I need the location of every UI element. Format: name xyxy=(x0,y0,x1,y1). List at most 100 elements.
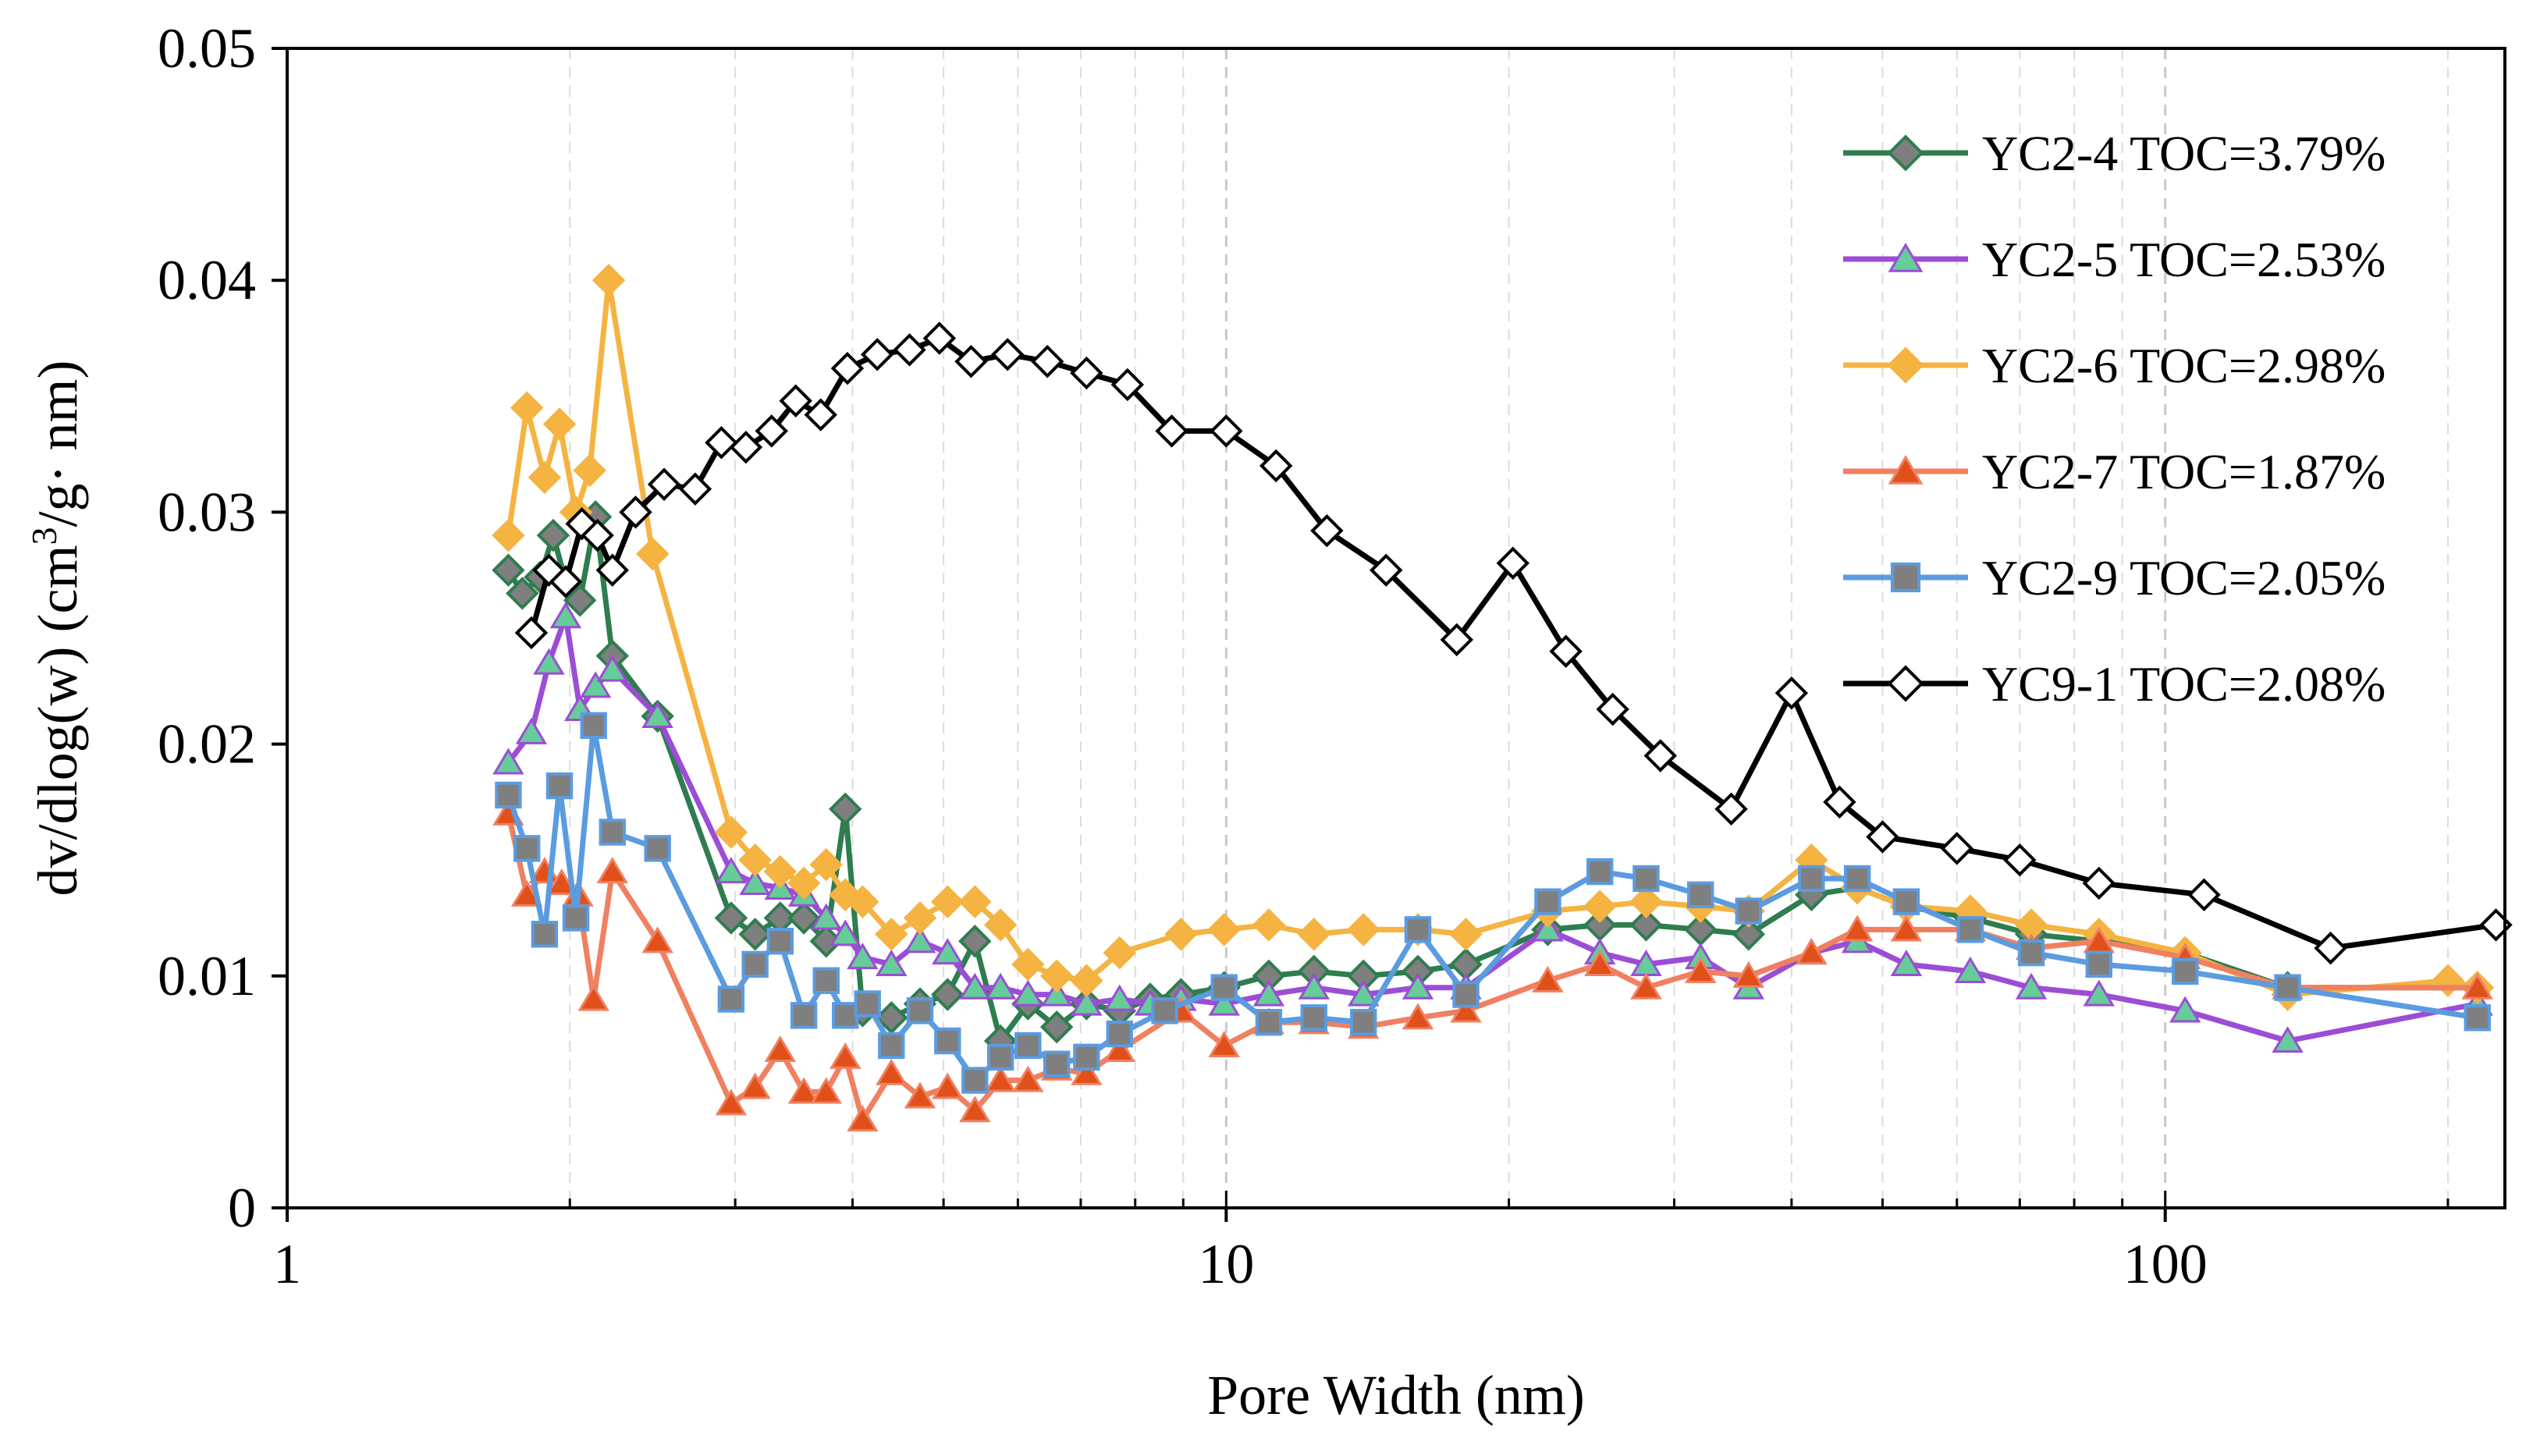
legend-marker xyxy=(1887,665,1924,702)
legend-label: YC2-4 TOC=3.79% xyxy=(1982,126,2386,181)
data-point xyxy=(787,1077,820,1104)
y-axis-title-part: /g· nm) xyxy=(27,360,89,527)
data-point xyxy=(715,857,748,884)
data-point xyxy=(1496,546,1530,581)
data-point xyxy=(763,854,798,889)
data-point xyxy=(984,1065,1017,1092)
data-point xyxy=(1252,979,1285,1007)
data-point xyxy=(1890,914,1923,942)
data-point xyxy=(1151,997,1178,1025)
data-point xyxy=(545,868,577,896)
x-tick-label: 10 xyxy=(1198,1233,1254,1295)
data-point xyxy=(492,748,524,775)
data-point xyxy=(1346,913,1380,946)
data-point xyxy=(1532,914,1564,942)
data-point xyxy=(531,921,559,948)
data-point xyxy=(506,577,539,610)
y-tick-label: 0.04 xyxy=(158,249,256,311)
data-point xyxy=(579,671,612,698)
legend-item: YC9-1 TOC=2.08% xyxy=(1843,656,2386,712)
data-point xyxy=(755,414,789,448)
data-point xyxy=(678,472,712,506)
data-point xyxy=(729,430,763,464)
data-point xyxy=(1071,1058,1103,1085)
data-point xyxy=(1164,918,1198,951)
data-point xyxy=(1300,1004,1327,1032)
series-layer xyxy=(492,263,2513,1132)
data-point xyxy=(563,584,597,617)
data-point xyxy=(1043,1050,1071,1078)
data-point xyxy=(1798,865,1825,893)
data-point xyxy=(619,495,652,529)
data-point xyxy=(1890,950,1923,977)
y-axis: 0 0.01 0.02 0.03 0.04 0.05 xyxy=(158,17,287,1239)
data-point xyxy=(1207,913,1241,946)
data-point xyxy=(2085,950,2112,978)
data-point xyxy=(581,518,614,552)
data-point xyxy=(596,655,629,682)
data-point xyxy=(549,602,582,629)
data-point xyxy=(1310,513,1344,548)
data-point xyxy=(545,772,574,800)
data-point xyxy=(647,467,681,501)
data-point xyxy=(2003,843,2037,877)
data-point xyxy=(2172,957,2199,985)
data-point xyxy=(492,553,525,587)
data-point xyxy=(1732,918,1766,951)
legend-label: YC9-1 TOC=2.08% xyxy=(1982,656,2386,712)
data-point xyxy=(1030,344,1064,378)
data-point xyxy=(739,1072,771,1099)
data-point xyxy=(714,901,748,935)
data-point xyxy=(1732,961,1765,988)
data-point xyxy=(595,553,630,587)
y-tick-label: 0.02 xyxy=(158,713,256,776)
data-point xyxy=(1210,414,1243,448)
data-point xyxy=(876,950,908,977)
data-point xyxy=(766,928,794,955)
data-point xyxy=(1012,979,1044,1007)
x-axis-title: Pore Width (nm) xyxy=(1207,1364,1585,1426)
y-axis-title: dv/dlog(w) (cm3/g· nm) xyxy=(24,360,89,897)
data-point xyxy=(810,1077,843,1104)
data-point xyxy=(738,918,772,951)
data-point xyxy=(1350,1009,1377,1036)
y-axis-title-superscript: 3 xyxy=(24,527,64,545)
data-point xyxy=(931,885,965,918)
series-line xyxy=(506,613,2478,1044)
data-point xyxy=(903,901,937,935)
data-point xyxy=(542,407,577,441)
data-point xyxy=(1684,956,1717,983)
data-point xyxy=(1841,914,1874,942)
data-point xyxy=(2169,996,2201,1023)
legend-label: YC2-9 TOC=2.05% xyxy=(1982,550,2386,605)
data-point xyxy=(705,426,738,460)
data-point xyxy=(1775,676,1809,710)
data-point xyxy=(1298,972,1330,1000)
data-point xyxy=(804,398,837,431)
data-point xyxy=(1940,832,1973,865)
legend-item: YC2-7 TOC=1.87% xyxy=(1843,444,2386,499)
data-point xyxy=(875,918,908,951)
data-point xyxy=(2431,964,2465,997)
data-point xyxy=(1259,449,1293,483)
data-point xyxy=(790,1002,818,1029)
data-point xyxy=(1071,989,1103,1016)
data-point xyxy=(1208,989,1240,1016)
data-point xyxy=(1823,785,1856,819)
data-point xyxy=(1892,888,1920,915)
data-point xyxy=(1452,981,1480,1008)
data-point xyxy=(1370,553,1403,587)
data-point xyxy=(810,903,843,930)
data-point xyxy=(515,717,548,744)
data-point xyxy=(715,1088,748,1116)
data-point xyxy=(830,1042,862,1069)
data-point xyxy=(860,338,894,371)
data-point xyxy=(847,943,879,970)
x-tick-label: 100 xyxy=(2123,1233,2208,1295)
data-point xyxy=(990,338,1025,371)
data-point xyxy=(829,792,862,826)
data-point xyxy=(1449,918,1483,951)
data-point xyxy=(1255,1009,1283,1036)
data-point xyxy=(958,924,992,958)
legend-item: YC2-9 TOC=2.05% xyxy=(1843,550,2386,605)
